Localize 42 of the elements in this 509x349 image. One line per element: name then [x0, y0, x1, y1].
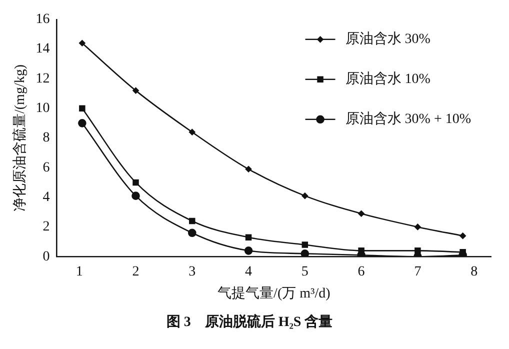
point	[302, 242, 308, 248]
point	[132, 87, 139, 94]
point	[460, 232, 466, 239]
point	[132, 192, 140, 200]
point	[79, 40, 86, 46]
y-axis-title: 净化原油含硫量/(mg/kg)	[12, 64, 28, 212]
point	[300, 249, 310, 257]
point	[188, 228, 196, 238]
point	[78, 119, 86, 128]
y-tick-label: 8	[42, 130, 50, 146]
point	[244, 246, 253, 255]
point	[132, 179, 139, 186]
y-tick-label: 16	[36, 12, 50, 28]
point	[245, 166, 252, 172]
y-tick-label: 10	[36, 101, 50, 116]
x-tick-label: 2	[132, 264, 140, 280]
y-tick-label: 14	[36, 42, 50, 57]
y-tick-label: 0	[42, 249, 50, 264]
y-tick-label: 6	[42, 160, 50, 176]
legend-label: 原油含水 30%	[345, 31, 431, 48]
y-tick-label: 12	[36, 71, 50, 86]
point	[358, 210, 364, 217]
y-tick-label: 4	[42, 190, 50, 205]
legend-label: 原油含水 10%	[345, 71, 431, 88]
point	[414, 224, 421, 230]
x-tick-label: 4	[245, 264, 252, 280]
point	[245, 234, 252, 240]
legend-label: 原油含水 30% + 10%	[345, 111, 472, 128]
point	[189, 218, 196, 224]
y-tick-label: 2	[42, 220, 50, 235]
point	[188, 128, 196, 136]
text: 图 3 原油脱硫后 H₂S 含量	[166, 313, 333, 330]
x-tick-label: 8	[470, 264, 478, 280]
x-tick-label: 5	[301, 264, 308, 280]
x-tick-label: 7	[414, 264, 422, 280]
x-axis-title: 气提气量/(万 m³/d)	[218, 285, 331, 302]
x-tick-label: 1	[76, 264, 83, 280]
point	[414, 248, 421, 254]
point	[302, 192, 308, 199]
point	[79, 105, 86, 112]
x-tick-label: 6	[358, 264, 365, 280]
x-tick-label: 3	[188, 264, 196, 280]
